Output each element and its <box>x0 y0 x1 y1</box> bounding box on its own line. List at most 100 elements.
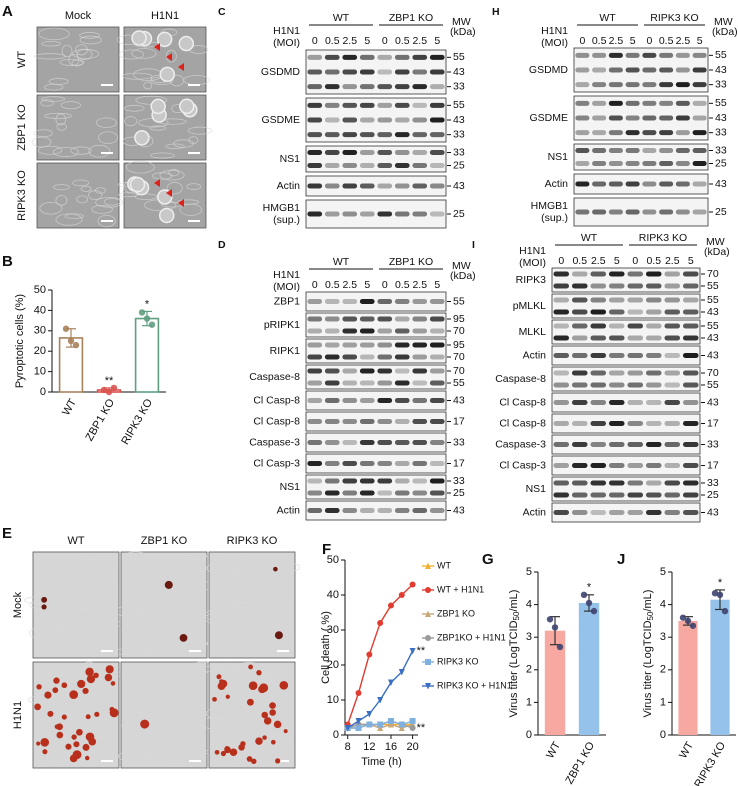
band <box>592 148 607 153</box>
stained-cell <box>261 711 269 719</box>
legend-label: RIPK3 KO <box>437 656 479 666</box>
cell <box>48 78 69 85</box>
band <box>571 271 588 277</box>
row-label: ZBP1 <box>274 295 300 307</box>
band <box>394 69 410 75</box>
cell <box>165 673 193 682</box>
band <box>625 130 640 136</box>
band <box>429 211 445 217</box>
legend-label: ZBP1 KO <box>437 608 475 618</box>
band <box>571 283 588 289</box>
column-header: Mock <box>65 10 92 22</box>
cell <box>83 751 97 763</box>
group-label: WT <box>333 256 350 268</box>
band <box>645 382 662 388</box>
mw-marker: 25 <box>715 157 727 169</box>
band <box>627 353 644 358</box>
cell <box>76 195 89 204</box>
band <box>608 130 623 136</box>
band <box>675 130 690 136</box>
band <box>692 161 707 166</box>
cell <box>130 608 155 615</box>
band <box>394 380 410 386</box>
row-label: Caspase-3 <box>495 438 546 450</box>
band <box>590 382 607 388</box>
significance: ** <box>105 375 114 387</box>
band <box>608 181 623 187</box>
dose-label: 5 <box>364 279 370 291</box>
band <box>675 100 690 106</box>
cell <box>168 169 180 177</box>
band <box>342 132 358 138</box>
blot-strip <box>573 173 709 195</box>
band <box>324 508 340 513</box>
band <box>608 400 625 405</box>
row-label: GSDMD <box>529 64 569 76</box>
dose-label: 2.5 <box>412 35 427 47</box>
column-header: WT <box>67 535 84 547</box>
cell <box>72 48 100 59</box>
cell <box>264 739 287 752</box>
band <box>575 115 590 121</box>
stained-cell <box>44 691 52 699</box>
band <box>324 342 340 348</box>
marker <box>377 721 384 728</box>
stained-cell <box>219 679 228 688</box>
mw-marker: 33 <box>707 438 719 450</box>
data-point <box>679 614 687 621</box>
stained-cell <box>259 683 269 693</box>
row-label: Actin <box>523 349 547 361</box>
band <box>412 461 428 466</box>
band <box>412 150 428 155</box>
band <box>592 181 607 187</box>
band <box>642 209 657 215</box>
stained-cell <box>225 694 230 699</box>
cell <box>155 751 185 764</box>
dose-label: 0.5 <box>395 35 410 47</box>
band <box>571 353 588 358</box>
data-point <box>689 622 697 629</box>
band <box>324 316 340 322</box>
stained-cell <box>109 708 119 718</box>
mw-marker: 43 <box>707 396 719 408</box>
band <box>342 368 358 374</box>
band <box>575 148 590 153</box>
band <box>377 342 393 348</box>
band <box>608 421 625 426</box>
band <box>324 150 340 155</box>
bar-chart: B Pyroptotic cells (%) 0 10 20 30 40 50 WT ** ZBP1… <box>2 253 166 447</box>
cell <box>144 739 165 747</box>
band <box>553 283 570 289</box>
stained-cell <box>85 714 91 720</box>
row-label: HMGB1 <box>531 200 569 212</box>
band <box>307 316 323 322</box>
band <box>553 353 570 358</box>
row-label: GSDME <box>529 112 568 124</box>
column-header: H1N1 <box>151 10 179 22</box>
y-label-part: 50 <box>512 611 521 620</box>
band <box>627 283 644 289</box>
dose-label: 0.5 <box>659 35 674 47</box>
band <box>429 478 445 484</box>
band <box>429 419 445 424</box>
band <box>608 480 625 486</box>
arrowhead <box>178 63 184 71</box>
band <box>394 163 410 168</box>
band <box>412 316 428 322</box>
band <box>429 163 445 168</box>
cell <box>121 722 134 730</box>
band <box>645 492 662 498</box>
band <box>377 368 393 374</box>
cell <box>204 612 237 625</box>
row-label: Cl Casp-8 <box>253 415 300 427</box>
mw-marker: 17 <box>453 415 465 427</box>
marker <box>409 725 416 731</box>
rounded-cell <box>129 176 146 193</box>
band <box>394 299 410 304</box>
marker <box>366 711 373 718</box>
band <box>342 69 358 75</box>
cell <box>57 601 88 612</box>
cell <box>159 169 185 181</box>
rounded-cell <box>134 130 150 146</box>
band <box>682 421 699 426</box>
